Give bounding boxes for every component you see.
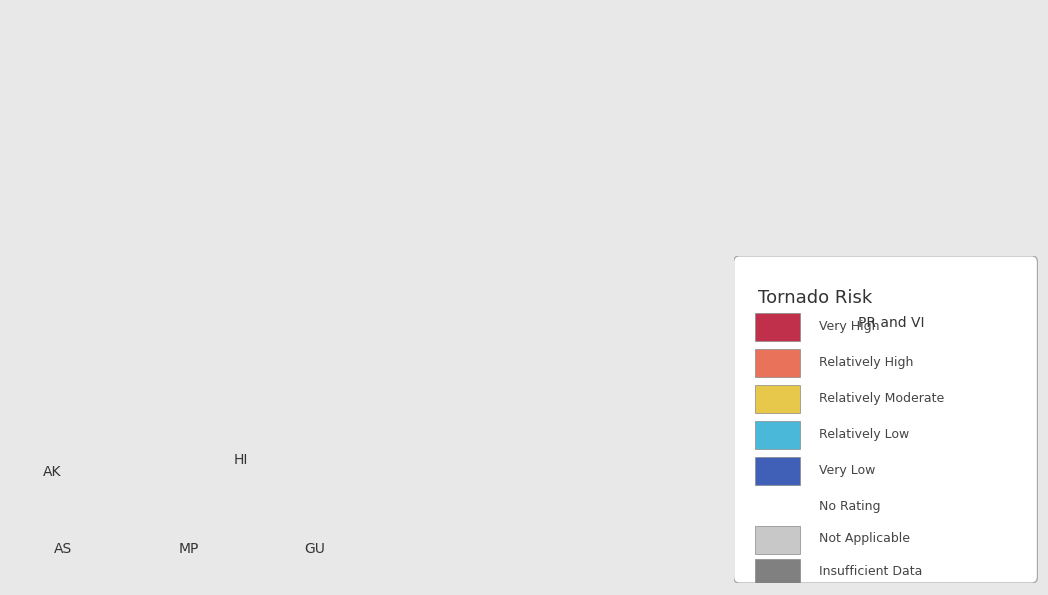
FancyBboxPatch shape — [755, 559, 801, 587]
FancyBboxPatch shape — [755, 313, 801, 341]
Text: Insufficient Data: Insufficient Data — [818, 565, 922, 578]
Text: Relatively High: Relatively High — [818, 356, 913, 369]
Text: GU: GU — [304, 543, 325, 556]
Text: Very High: Very High — [818, 320, 879, 333]
FancyBboxPatch shape — [734, 256, 1038, 583]
Text: MP: MP — [178, 543, 199, 556]
Text: Very Low: Very Low — [818, 464, 875, 477]
Text: No Rating: No Rating — [818, 500, 880, 513]
FancyBboxPatch shape — [755, 385, 801, 413]
Text: Relatively Low: Relatively Low — [818, 428, 909, 441]
FancyBboxPatch shape — [755, 526, 801, 553]
Text: Tornado Risk: Tornado Risk — [758, 289, 872, 306]
Text: PR and VI: PR and VI — [857, 317, 924, 330]
FancyBboxPatch shape — [755, 457, 801, 485]
Text: Relatively Moderate: Relatively Moderate — [818, 392, 944, 405]
FancyBboxPatch shape — [755, 349, 801, 377]
Text: Not Applicable: Not Applicable — [818, 533, 910, 546]
Text: AS: AS — [53, 543, 72, 556]
FancyBboxPatch shape — [755, 421, 801, 449]
Text: HI: HI — [234, 453, 248, 467]
Text: AK: AK — [43, 465, 62, 479]
